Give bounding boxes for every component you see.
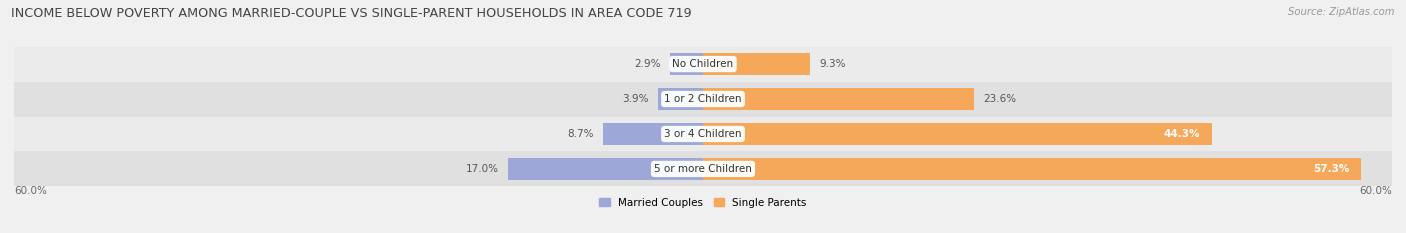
Text: 8.7%: 8.7% [568, 129, 593, 139]
Text: 23.6%: 23.6% [983, 94, 1017, 104]
Bar [14, 47, 1392, 82]
Text: 5 or more Children: 5 or more Children [654, 164, 752, 174]
Bar [14, 116, 1392, 151]
Bar [508, 158, 703, 180]
Text: 60.0%: 60.0% [14, 186, 46, 196]
Text: 3.9%: 3.9% [623, 94, 650, 104]
Text: INCOME BELOW POVERTY AMONG MARRIED-COUPLE VS SINGLE-PARENT HOUSEHOLDS IN AREA CO: INCOME BELOW POVERTY AMONG MARRIED-COUPL… [11, 7, 692, 20]
Bar [658, 88, 703, 110]
Bar [703, 53, 810, 75]
Text: 17.0%: 17.0% [465, 164, 499, 174]
Bar [14, 151, 1392, 186]
Bar [703, 123, 1212, 145]
Text: Source: ZipAtlas.com: Source: ZipAtlas.com [1288, 7, 1395, 17]
Text: 3 or 4 Children: 3 or 4 Children [664, 129, 742, 139]
Text: 44.3%: 44.3% [1164, 129, 1201, 139]
Text: No Children: No Children [672, 59, 734, 69]
Text: 2.9%: 2.9% [634, 59, 661, 69]
Text: 60.0%: 60.0% [1360, 186, 1392, 196]
Bar [703, 88, 974, 110]
Bar [14, 82, 1392, 116]
Bar [603, 123, 703, 145]
Text: 57.3%: 57.3% [1313, 164, 1350, 174]
Legend: Married Couples, Single Parents: Married Couples, Single Parents [595, 194, 811, 212]
Bar [669, 53, 703, 75]
Text: 9.3%: 9.3% [818, 59, 845, 69]
Bar [703, 158, 1361, 180]
Text: 1 or 2 Children: 1 or 2 Children [664, 94, 742, 104]
